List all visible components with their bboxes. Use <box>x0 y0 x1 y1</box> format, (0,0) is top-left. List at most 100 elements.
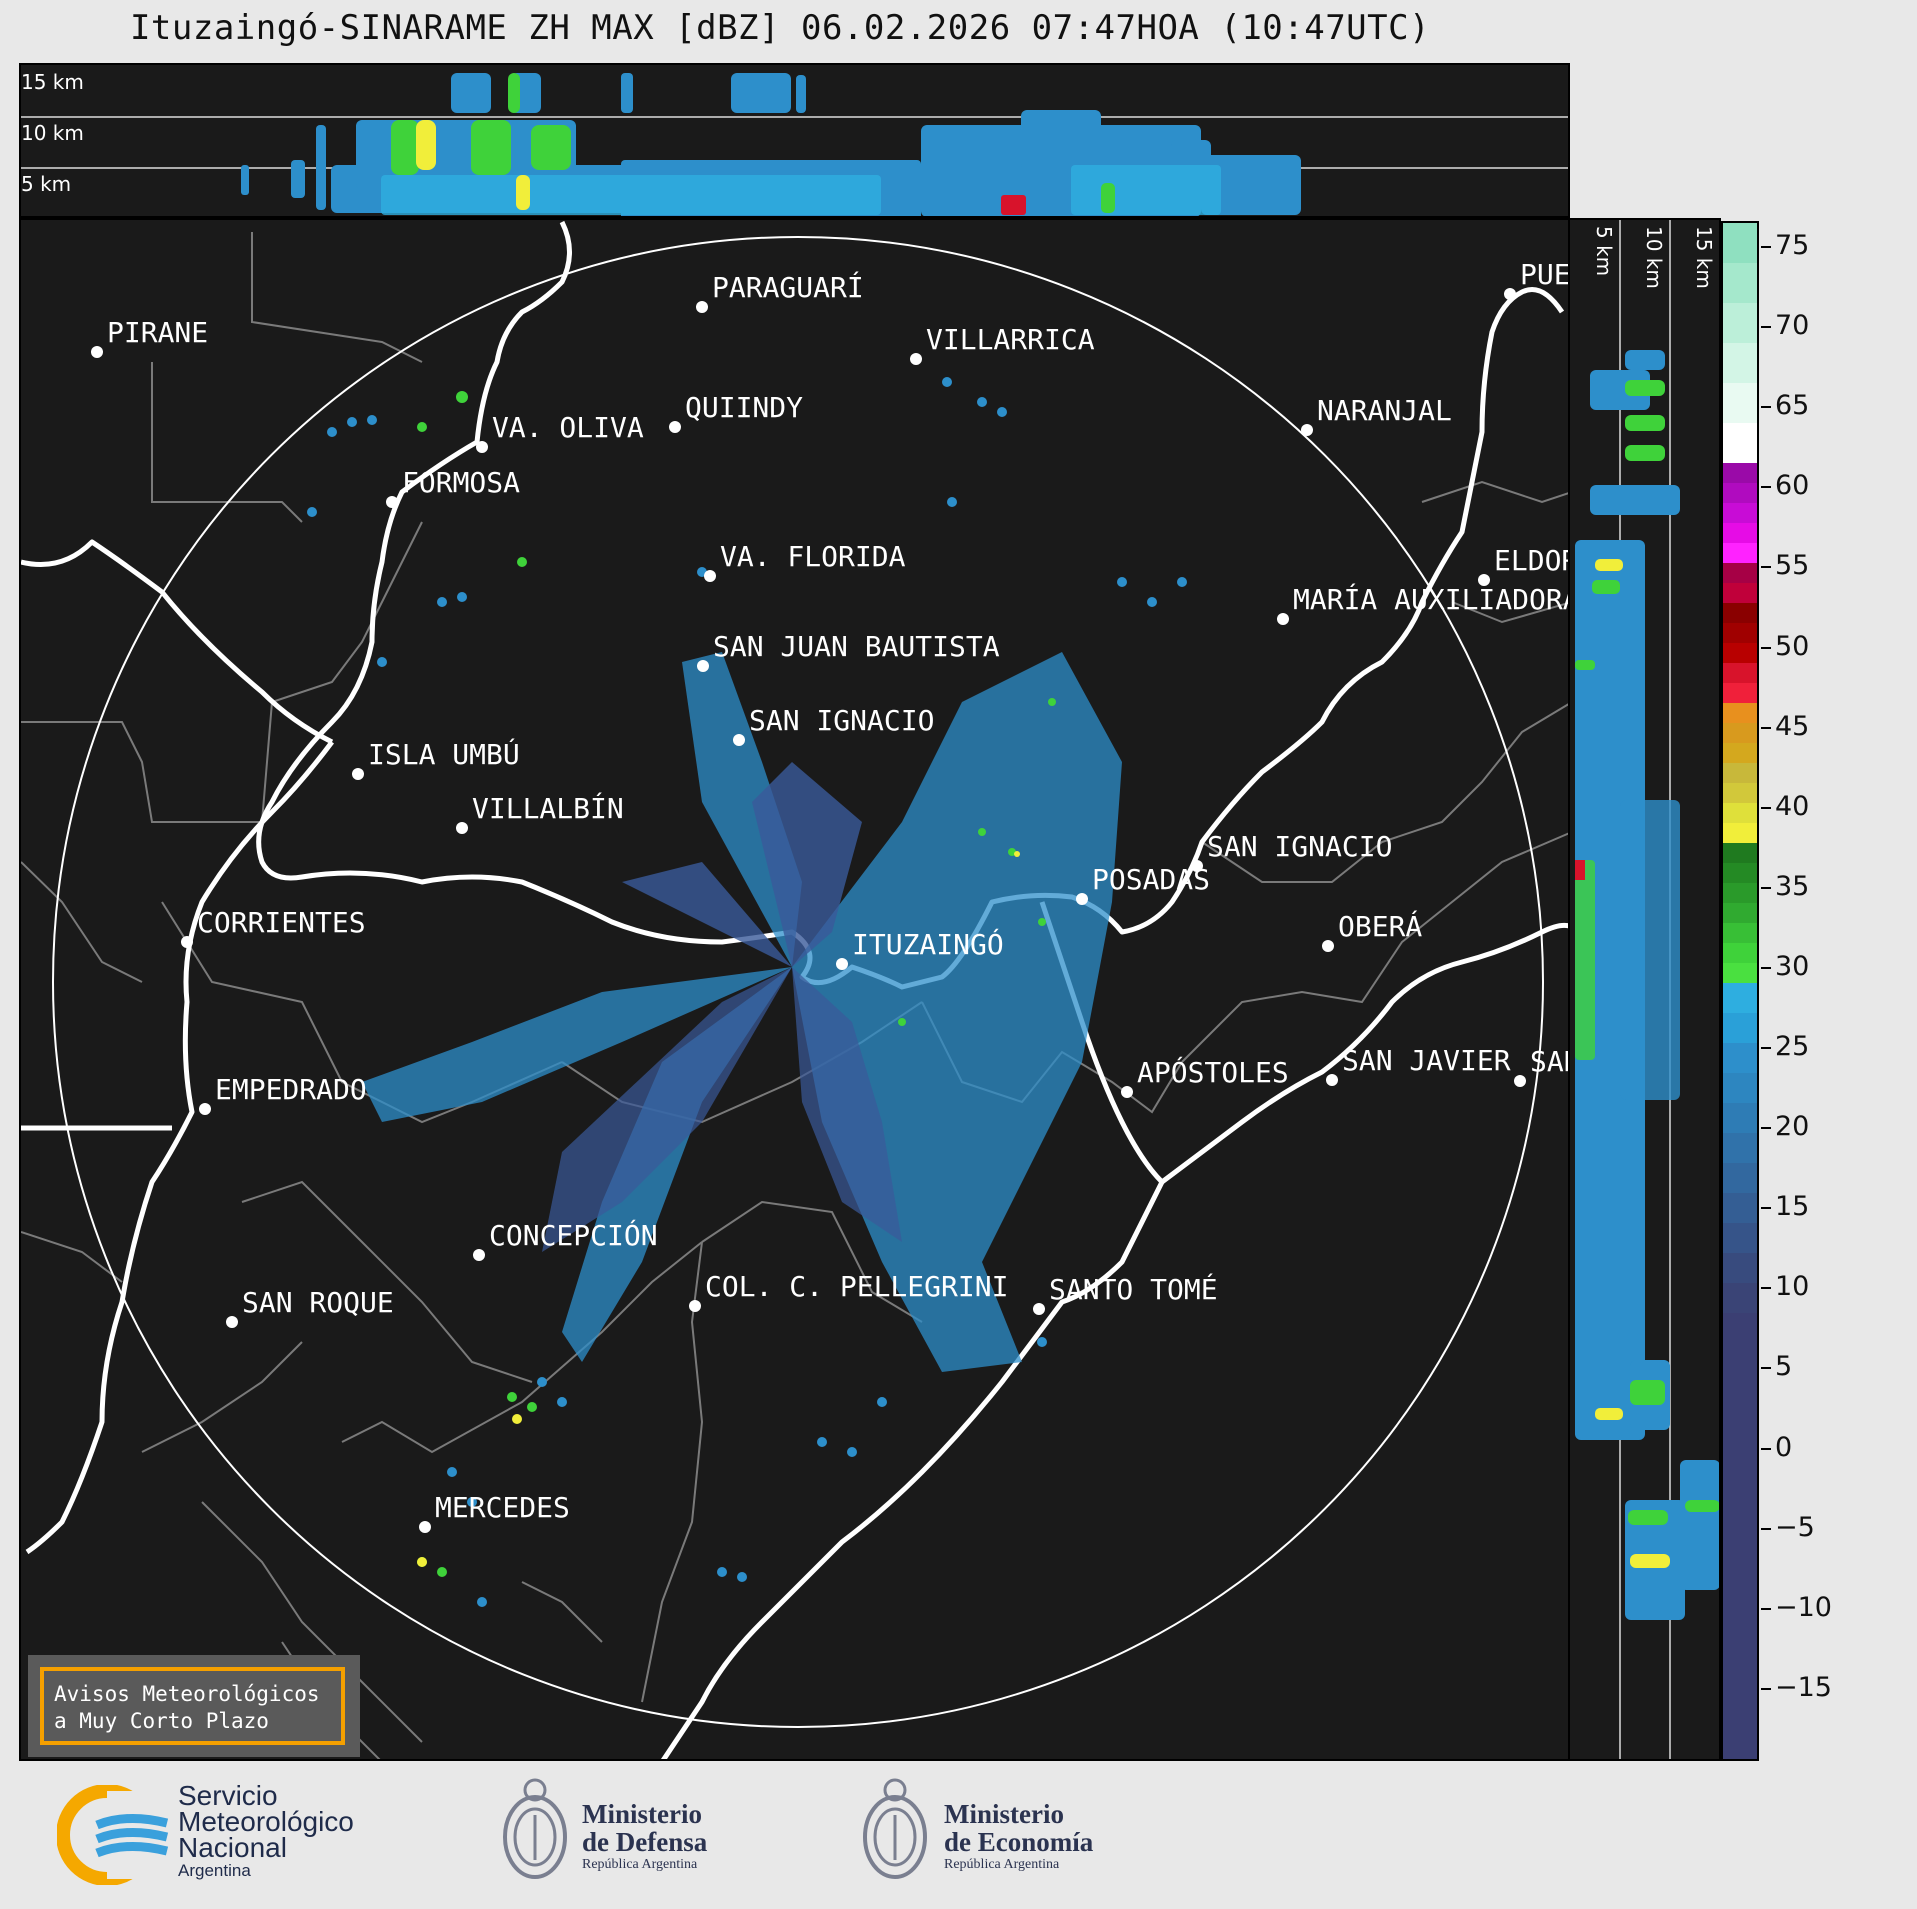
colorbar-tick <box>1761 1367 1771 1370</box>
city-marker <box>1301 424 1313 436</box>
colorbar-band <box>1723 843 1757 863</box>
colorbar-tick <box>1761 646 1771 649</box>
level-label-10km: 10 km <box>21 121 84 145</box>
city-marker <box>689 1300 701 1312</box>
colorbar-band <box>1723 1193 1757 1223</box>
colorbar-gradient <box>1723 223 1757 1759</box>
city-label: COL. C. PELLEGRINI <box>705 1270 1008 1303</box>
colorbar-tick-label: 25 <box>1775 1031 1810 1062</box>
colorbar-band <box>1723 823 1757 843</box>
colorbar-band <box>1723 543 1757 563</box>
colorbar-band <box>1723 1133 1757 1163</box>
colorbar-band <box>1723 523 1757 543</box>
city-label: CORRIENTES <box>197 906 366 939</box>
radar-map-panel[interactable]: PIRANE PARAGUARÍ VILLARRICA QUIINDY VA. OLIV… <box>19 218 1570 1761</box>
colorbar-tick <box>1761 1207 1771 1210</box>
colorbar-band <box>1723 1013 1757 1043</box>
city-marker <box>1322 940 1334 952</box>
colorbar-tick <box>1761 246 1771 248</box>
city-label: SAN IGNACIO <box>749 704 934 737</box>
city-label: QUIINDY <box>685 391 803 424</box>
city-label: ELDORADO <box>1494 544 1570 577</box>
city-marker <box>1033 1303 1045 1315</box>
defensa-line2: de Defensa <box>582 1827 708 1857</box>
city-label: VA. OLIVA <box>492 411 644 444</box>
colorbar-band <box>1723 1103 1757 1133</box>
city-marker <box>1504 288 1516 300</box>
colorbar-band <box>1723 983 1757 1013</box>
colorbar-tick <box>1761 886 1771 889</box>
colorbar-tick-label: 0 <box>1775 1431 1793 1463</box>
colorbar-band <box>1723 903 1757 923</box>
colorbar-band <box>1723 923 1757 943</box>
colorbar-tick-label: 45 <box>1775 710 1810 742</box>
city-label: PARAGUARÍ <box>712 270 864 304</box>
colorbar-tick <box>1761 566 1771 569</box>
economia-seal-icon <box>855 1775 935 1899</box>
avisos-line2: a Muy Corto Plazo <box>54 1709 269 1733</box>
colorbar-tick-label: 60 <box>1775 470 1810 502</box>
colorbar-tick <box>1761 806 1771 809</box>
colorbar-band <box>1723 563 1757 583</box>
city-marker <box>910 353 922 365</box>
colorbar-band <box>1723 663 1757 683</box>
colorbar-band <box>1723 683 1757 703</box>
colorbar-band <box>1723 1253 1757 1283</box>
colorbar-band <box>1723 343 1757 383</box>
city-label: SANTO TOMÉ <box>1049 1272 1218 1306</box>
avisos-box[interactable]: Avisos Meteorológicos a Muy Corto Plazo <box>40 1667 345 1745</box>
colorbar-band <box>1723 1073 1757 1103</box>
dbz-colorbar <box>1721 221 1759 1761</box>
colorbar-band <box>1723 1283 1757 1313</box>
radar-echoes <box>307 377 1187 1607</box>
smn-line3: Nacional <box>178 1832 287 1863</box>
colorbar-tick <box>1761 1447 1771 1450</box>
smn-logo <box>56 1784 177 1886</box>
colorbar-tick-label: 75 <box>1775 230 1810 261</box>
city-label: MARÍA AUXILIADORA <box>1293 582 1570 616</box>
colorbar-tick-label: −15 <box>1775 1671 1832 1703</box>
city-marker <box>199 1103 211 1115</box>
city-label: SAN ROQUE <box>242 1286 394 1319</box>
economia-line1: Ministerio <box>944 1799 1064 1829</box>
colorbar-band <box>1723 603 1757 623</box>
colorbar-band <box>1723 483 1757 503</box>
city-label: MERCEDES <box>435 1491 570 1524</box>
colorbar-band <box>1723 763 1757 783</box>
colorbar-band <box>1723 223 1757 263</box>
colorbar-tick-label: −5 <box>1775 1511 1815 1543</box>
river-borders <box>21 220 1568 1759</box>
city-marker <box>456 822 468 834</box>
colorbar-band <box>1723 863 1757 883</box>
city-label: VA. FLORIDA <box>720 540 906 573</box>
smn-line2: Meteorológico <box>178 1806 354 1837</box>
side-level-label-5km: 5 km <box>1592 226 1616 277</box>
colorbar-tick-label: 65 <box>1775 390 1810 422</box>
colorbar-band <box>1723 303 1757 343</box>
city-marker <box>1121 1086 1133 1098</box>
colorbar-band <box>1723 783 1757 803</box>
colorbar-band <box>1723 723 1757 743</box>
colorbar-band <box>1723 623 1757 643</box>
avisos-background <box>28 1655 360 1757</box>
colorbar-tick <box>1761 1127 1771 1130</box>
city-marker <box>226 1316 238 1328</box>
city-marker <box>1277 613 1289 625</box>
city-marker <box>704 570 716 582</box>
colorbar-tick <box>1761 326 1771 329</box>
map-title: Ituzaingó-SINARAME ZH MAX [dBZ] 06.02.20… <box>129 8 1431 48</box>
city-marker <box>1478 574 1490 586</box>
colorbar-tick-label: 15 <box>1775 1191 1810 1223</box>
city-label: EMPEDRADO <box>215 1073 367 1106</box>
side-cross-section-echoes <box>1575 220 1719 1759</box>
level-label-5km: 5 km <box>21 172 72 196</box>
economia-line3: República Argentina <box>944 1857 1060 1872</box>
city-marker <box>473 1249 485 1261</box>
city-marker <box>696 301 708 313</box>
city-marker <box>1326 1074 1338 1086</box>
city-label: SAN JUAN BAUTISTA <box>713 630 1000 663</box>
colorbar-band <box>1723 263 1757 303</box>
colorbar-band <box>1723 383 1757 423</box>
city-marker <box>352 768 364 780</box>
city-label: VILLARRICA <box>926 323 1095 356</box>
